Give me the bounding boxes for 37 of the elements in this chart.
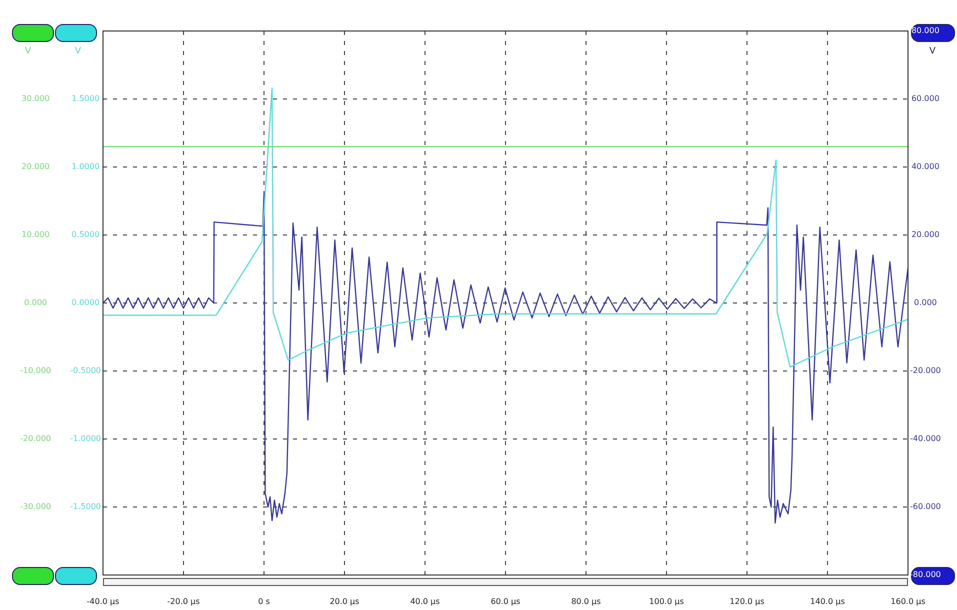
y-axis-title: V	[24, 46, 32, 56]
y-tick-label: -10.000	[20, 366, 52, 376]
x-tick-label: -20.0 µs	[167, 596, 200, 606]
y3-axis-title: V	[929, 46, 936, 56]
y2-axis-title: V	[74, 46, 82, 56]
x-tick-label: 60.0 µs	[490, 596, 520, 606]
y-tick-label: 30.000	[22, 94, 50, 104]
y2-tick-label: -0.5000	[70, 366, 102, 376]
y3-tick-label: 60.000	[911, 94, 940, 104]
x-tick-label: 100.0 µs	[649, 596, 684, 606]
y-tick-label: 20.000	[22, 162, 50, 172]
y3-tick-label: 40.000	[911, 162, 940, 172]
y-tick-label: 0.000	[24, 298, 48, 308]
x-tick-label: 120.0 µs	[730, 596, 764, 606]
x-tick-label: 20.0 µs	[330, 596, 360, 606]
y3-tick-label: -20.000	[910, 366, 941, 376]
x-tick-label: 140.0 µs	[810, 596, 845, 606]
y3-tick-label: 80.000	[911, 26, 940, 36]
y3-tick-label: -80.000	[910, 570, 941, 580]
x-tick-label: 0 s	[258, 596, 270, 606]
x-tick-label: 40.0 µs	[410, 596, 440, 606]
x-tick-label: -40.0 µs	[86, 596, 120, 606]
y2-tick-label: 1.5000	[72, 94, 100, 104]
x-tick-label: 80.0 µs	[571, 596, 601, 606]
y-tick-label: -20.000	[20, 434, 52, 444]
y2-tick-label: -1.0000	[70, 434, 102, 444]
y3-tick-label: -40.000	[910, 434, 941, 444]
y2-tick-label: -1.5000	[70, 502, 102, 512]
y3-tick-label: 20.000	[911, 230, 940, 240]
y2-tick-label: 1.0000	[72, 162, 100, 172]
y-tick-label: 10.000	[22, 230, 50, 240]
y3-tick-label: 0.000	[914, 298, 937, 308]
y3-tick-label: -60.000	[910, 502, 941, 512]
x-tick-label: 160.0 µs	[890, 596, 926, 606]
y2-tick-label: 0.5000	[72, 230, 100, 240]
y-tick-label: -30.000	[20, 502, 52, 512]
y2-tick-label: 0.0000	[72, 298, 100, 308]
